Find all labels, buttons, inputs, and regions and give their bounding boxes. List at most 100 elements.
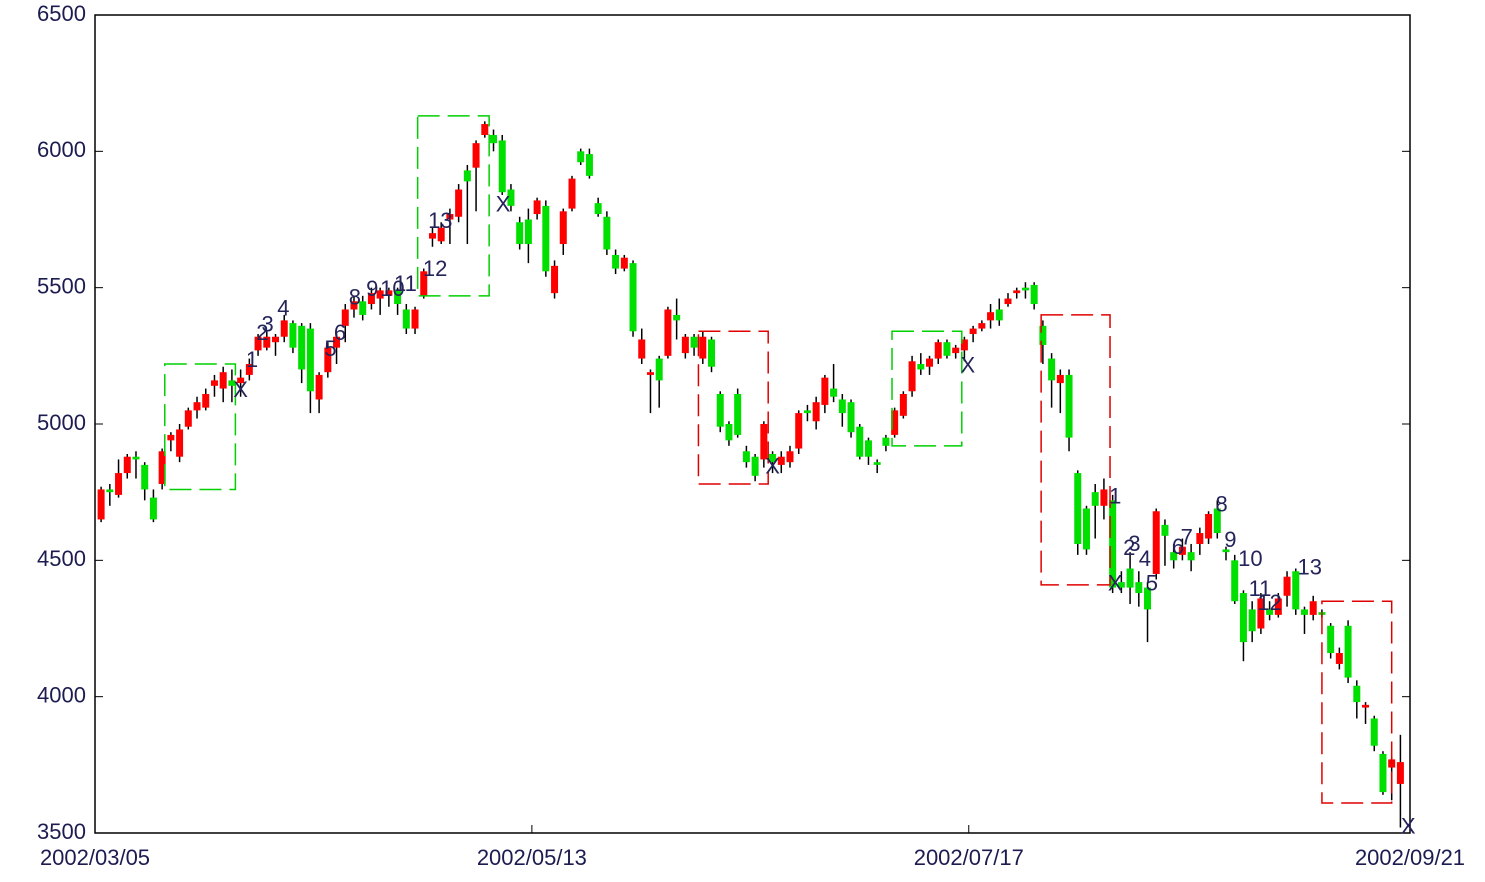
annotation: 8	[349, 284, 361, 309]
candle-body	[978, 323, 986, 329]
candle-body	[507, 189, 515, 206]
candle-body	[237, 377, 245, 384]
candle-body	[882, 437, 890, 446]
annotation: 13	[428, 208, 452, 233]
candle-body	[1248, 609, 1256, 632]
candle-body	[289, 323, 297, 348]
candle-body	[158, 451, 166, 484]
annotation: 12	[423, 256, 447, 281]
candle-body	[306, 328, 314, 392]
candle-body	[524, 219, 532, 245]
y-tick-label: 5000	[37, 410, 86, 435]
candle-body	[908, 361, 916, 392]
candle-body	[1170, 552, 1178, 561]
candle-body	[873, 462, 881, 465]
candle-body	[1283, 576, 1291, 596]
candle-body	[1135, 582, 1143, 594]
candle-body	[1021, 287, 1029, 291]
candle-body	[1231, 560, 1239, 602]
candle-body	[856, 426, 864, 457]
candle-body	[263, 336, 271, 348]
candle-body	[812, 402, 820, 422]
candle-body	[1309, 601, 1317, 615]
candle-body	[123, 456, 131, 474]
candle-body	[725, 424, 733, 441]
candle-body	[1144, 587, 1152, 610]
annotation: 4	[1139, 546, 1151, 571]
candle-body	[899, 394, 907, 416]
candle-body	[742, 451, 750, 463]
candle-body	[769, 453, 777, 463]
candle-body	[603, 216, 611, 250]
candle-body	[620, 257, 628, 269]
candle-body	[830, 388, 838, 397]
candle-body	[1091, 492, 1099, 506]
candle-body	[1082, 508, 1090, 550]
candle-body	[394, 290, 402, 305]
candle-body	[1109, 500, 1117, 588]
candle-body	[315, 374, 323, 400]
candle-body	[280, 320, 288, 337]
candle-body	[1065, 374, 1073, 438]
candle-body	[472, 143, 480, 168]
candle-body	[734, 394, 742, 435]
annotation: 4	[277, 295, 289, 320]
annotation: X	[496, 192, 511, 217]
candle-body	[1030, 284, 1038, 305]
annotation: 8	[1216, 492, 1228, 517]
candle-body	[542, 205, 550, 272]
annotation: 2	[256, 320, 268, 345]
candle-body	[934, 342, 942, 359]
candle-body	[1126, 568, 1134, 588]
candle-body	[1257, 598, 1265, 629]
candle-body	[1152, 511, 1160, 574]
y-tick-label: 3500	[37, 819, 86, 844]
y-tick-label: 4500	[37, 546, 86, 571]
candle-body	[481, 124, 489, 135]
candle-body	[559, 211, 567, 245]
candle-body	[106, 489, 114, 493]
annotation: 6	[334, 320, 346, 345]
candle-body	[176, 429, 184, 457]
candle-body	[1205, 513, 1213, 539]
annotation: 10	[1238, 546, 1262, 571]
annotation: 9	[366, 276, 378, 301]
annotation: 13	[1297, 554, 1321, 579]
candle-body	[1266, 609, 1274, 615]
candle-body	[795, 413, 803, 449]
candle-body	[629, 263, 637, 332]
annotation: 7	[1181, 524, 1193, 549]
y-tick-label: 6000	[37, 137, 86, 162]
candle-body	[1178, 546, 1186, 555]
candle-body	[1327, 625, 1335, 654]
candle-body	[420, 271, 428, 296]
candle-body	[943, 342, 951, 356]
candle-body	[115, 473, 123, 495]
candle-body	[1239, 593, 1247, 643]
candle-body	[760, 424, 768, 460]
candle-body	[141, 464, 149, 490]
annotation: 5	[1146, 571, 1158, 596]
candle-body	[864, 440, 872, 457]
candle-body	[1222, 549, 1230, 553]
candle-body	[803, 410, 811, 414]
x-tick-label: 2002/09/21	[1355, 845, 1465, 870]
annotation: 11	[394, 271, 417, 296]
candle-body	[516, 222, 524, 245]
candle-body	[428, 233, 436, 239]
candle-body	[751, 456, 759, 476]
candle-body	[1013, 290, 1021, 294]
annotation: 11	[1249, 576, 1272, 601]
annotation: 10	[380, 276, 404, 301]
candle-body	[821, 377, 829, 405]
candle-body	[533, 200, 541, 215]
candle-body	[777, 456, 785, 465]
annotation: 9	[1224, 527, 1236, 552]
candle-body	[551, 265, 559, 294]
candle-body	[333, 336, 341, 348]
candle-body	[1292, 571, 1300, 610]
candle-body	[97, 489, 105, 520]
candle-body	[681, 336, 689, 354]
candle-body	[1353, 685, 1361, 703]
